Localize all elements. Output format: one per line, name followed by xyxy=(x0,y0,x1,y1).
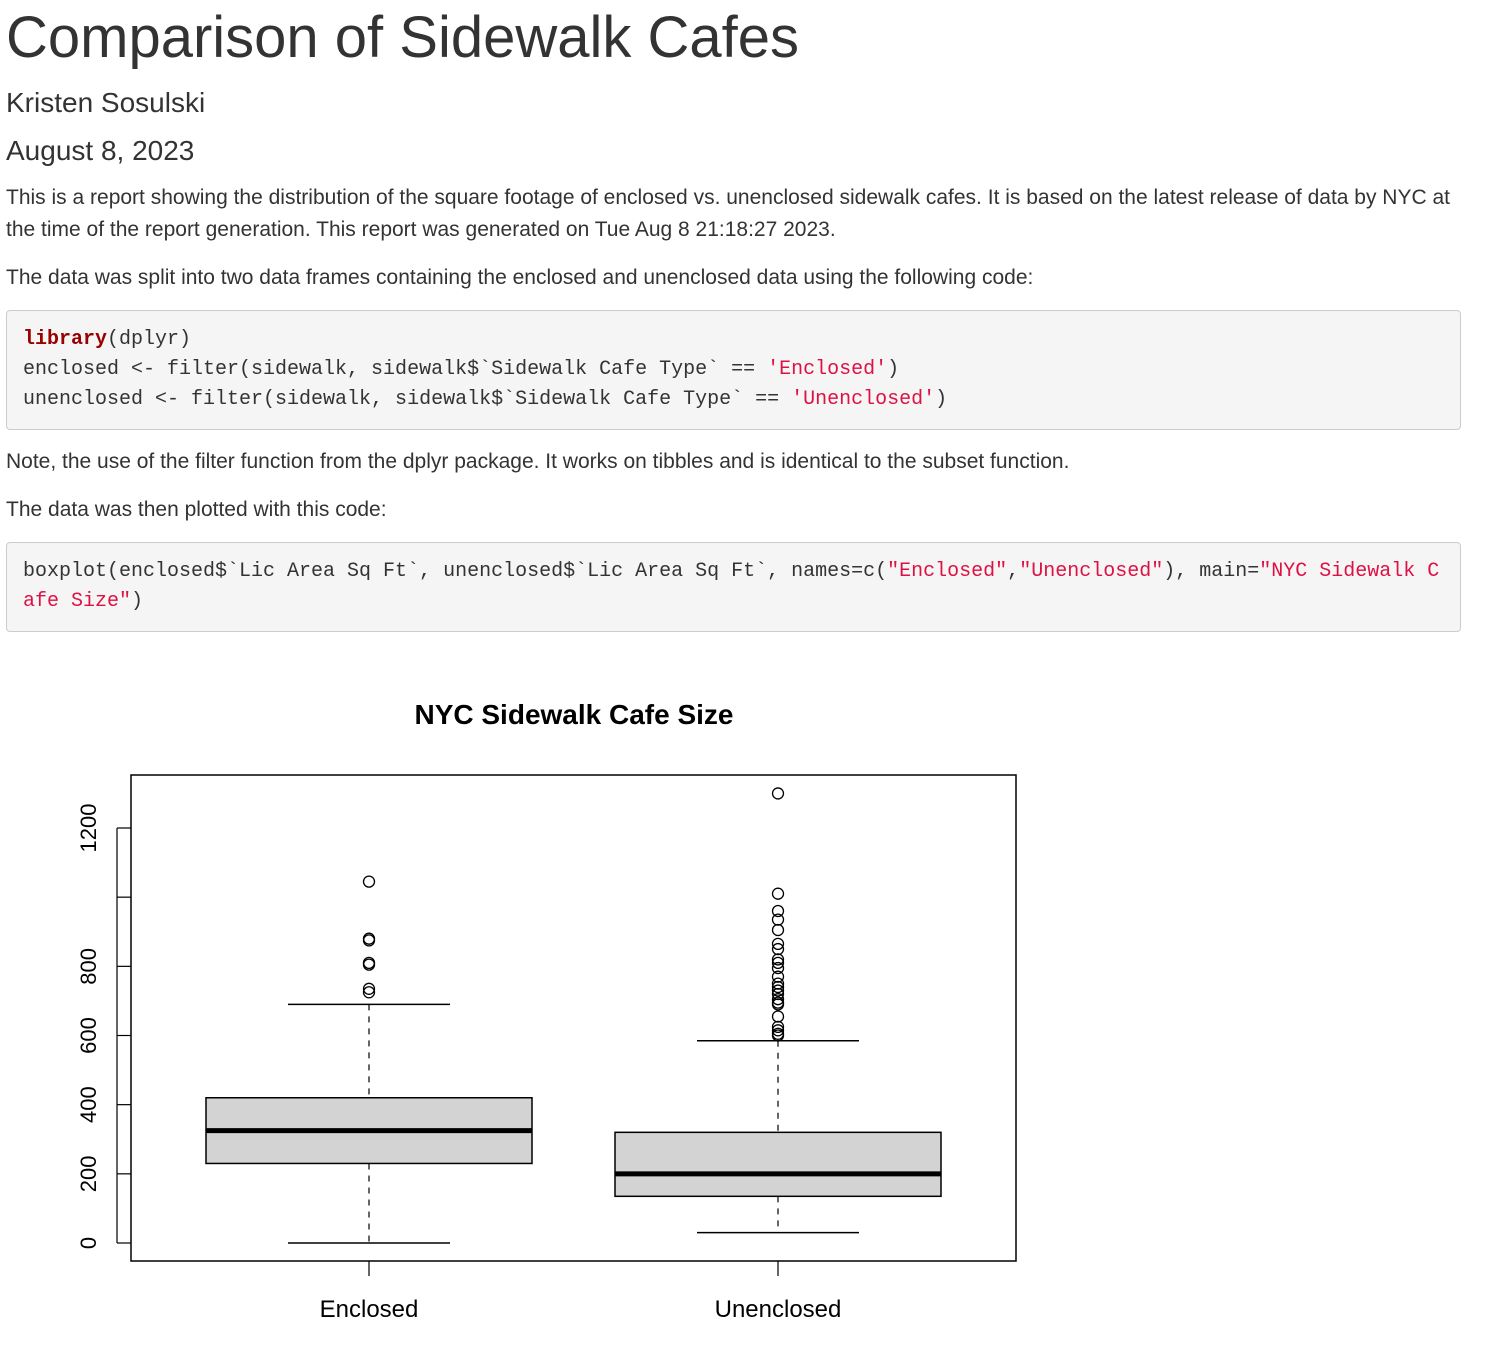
code-string: 'Unenclosed' xyxy=(791,388,936,411)
outlier-point xyxy=(362,982,376,995)
outlier-point xyxy=(362,958,376,971)
note-paragraph: Note, the use of the filter function fro… xyxy=(6,450,1070,473)
code-text: boxplot(enclosed$`Lic Area Sq Ft`, unenc… xyxy=(23,560,888,583)
chart-title: NYC Sidewalk Cafe Size xyxy=(414,699,733,730)
box-unenclosed xyxy=(614,787,942,1234)
y-tick-label: 600 xyxy=(76,1017,101,1054)
code-text: ), main= xyxy=(1163,560,1260,583)
outlier-point xyxy=(771,904,785,918)
code-string: "Enclosed" xyxy=(887,560,1008,583)
code-string: "Unenclosed" xyxy=(1019,560,1164,583)
outlier-point xyxy=(771,953,785,966)
outlier-point xyxy=(771,1010,785,1023)
outlier-point xyxy=(771,984,785,997)
outlier-point xyxy=(771,961,785,975)
outlier-point xyxy=(362,875,376,888)
code-text: unenclosed <- filter(sidewalk, sidewalk$… xyxy=(23,388,792,411)
code-keyword-library: library xyxy=(23,328,108,351)
y-tick-label: 0 xyxy=(76,1237,101,1249)
plotted-paragraph: The data was then plotted with this code… xyxy=(6,498,387,521)
outlier-point xyxy=(771,787,785,800)
split-paragraph: The data was split into two data frames … xyxy=(6,266,1034,289)
x-axis: Enclosed Unenclosed xyxy=(320,1261,842,1323)
outlier-point xyxy=(771,937,785,951)
code-text: ) xyxy=(887,358,900,381)
outlier-point xyxy=(771,956,785,970)
y-tick-label: 200 xyxy=(76,1155,101,1192)
plot-frame xyxy=(130,774,1017,1262)
boxes-group xyxy=(205,787,942,1244)
outlier-point xyxy=(362,934,376,947)
code-text: ) xyxy=(935,388,948,411)
outlier-point xyxy=(771,887,785,900)
outlier-point xyxy=(771,923,785,937)
report-author: Kristen Sosulski xyxy=(6,87,206,118)
code-block-boxplot[interactable]: boxplot(enclosed$`Lic Area Sq Ft`, unenc… xyxy=(6,542,1461,632)
boxplot-figure: NYC Sidewalk Cafe Size 0 200 400 600 800 1200… xyxy=(0,670,1100,1340)
intro-paragraph: This is a report showing the distributio… xyxy=(6,186,1450,241)
x-tick-label: Unenclosed xyxy=(715,1296,842,1323)
outlier-point xyxy=(771,1029,785,1042)
box-enclosed xyxy=(205,875,533,1244)
code-text: , xyxy=(1007,560,1020,583)
outlier-point xyxy=(771,998,785,1011)
code-text: ) xyxy=(131,590,144,613)
y-tick-label: 400 xyxy=(76,1086,101,1123)
report-date: August 8, 2023 xyxy=(6,135,195,166)
outlier-point xyxy=(362,986,376,999)
x-tick-label: Enclosed xyxy=(320,1296,419,1323)
outlier-point xyxy=(771,993,785,1006)
report-page: Comparison of Sidewalk Cafes Kristen Sos… xyxy=(0,2,1468,632)
code-string: "NYC Sidewalk Cafe Size" xyxy=(23,560,1440,613)
y-tick-label: 1200 xyxy=(76,804,101,853)
code-text: (dplyr) xyxy=(107,328,192,351)
y-tick-label: 800 xyxy=(76,948,101,985)
boxplot-chart: NYC Sidewalk Cafe Size 0 200 400 600 800 1200… xyxy=(76,699,1017,1323)
outlier-point xyxy=(771,1024,785,1037)
iqr-box xyxy=(614,1131,942,1198)
code-string: 'Enclosed' xyxy=(767,358,888,381)
code-block-filter[interactable]: library(dplyr) enclosed <- filter(sidewa… xyxy=(6,310,1461,430)
outlier-point xyxy=(771,980,785,994)
y-axis: 0 200 400 600 800 1200 xyxy=(76,804,131,1249)
outlier-point xyxy=(771,913,785,926)
code-text: enclosed <- filter(sidewalk, sidewalk$`S… xyxy=(23,358,768,381)
outlier-point xyxy=(771,1020,785,1034)
report-title: Comparison of Sidewalk Cafes xyxy=(6,5,800,70)
